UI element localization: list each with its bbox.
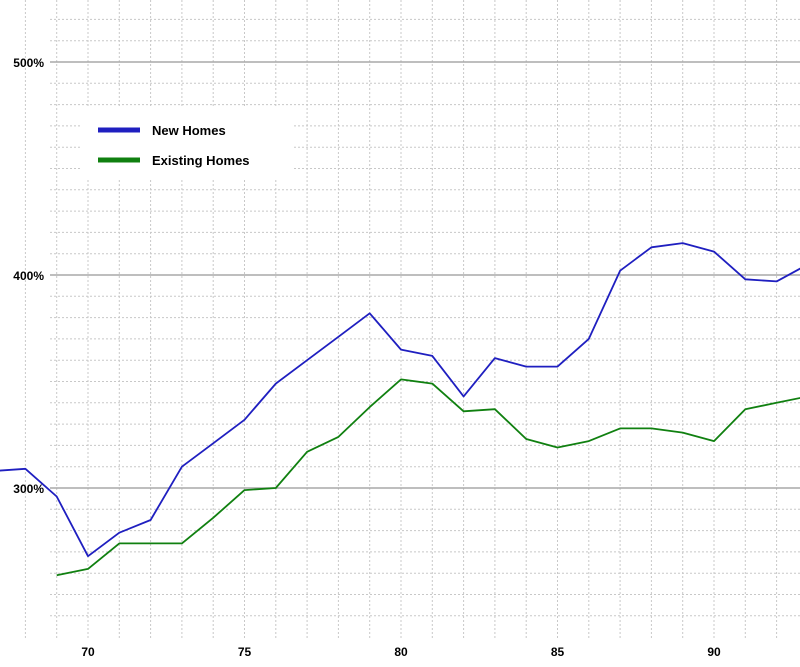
series-line-existing-homes <box>56 378 800 577</box>
x-tick-label: 70 <box>81 645 95 659</box>
grid <box>24 0 800 638</box>
legend-background <box>82 108 292 180</box>
x-tick-label: 75 <box>238 645 252 659</box>
x-tick-label: 80 <box>394 645 408 659</box>
legend-label-existing-homes: Existing Homes <box>152 153 250 168</box>
x-tick-label: 85 <box>551 645 565 659</box>
legend: New Homes Existing Homes <box>82 108 292 180</box>
series-lines <box>0 242 800 577</box>
legend-label-new-homes: New Homes <box>152 123 226 138</box>
axes: 300%400%500%70758085909500051015 <box>13 56 721 659</box>
y-tick-label: 500% <box>13 56 44 70</box>
y-tick-label: 300% <box>13 482 44 496</box>
x-tick-label: 90 <box>707 645 721 659</box>
y-tick-label: 400% <box>13 269 44 283</box>
series-line-new-homes <box>0 242 800 558</box>
